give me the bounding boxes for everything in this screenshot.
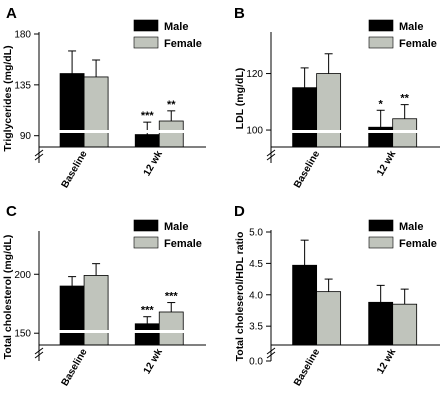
axis-break-band	[40, 130, 206, 133]
panel-letter-a: A	[6, 5, 17, 22]
panel-letter-d: D	[234, 203, 245, 220]
legend-label-male: Male	[399, 21, 423, 33]
y-tick-label: 120	[246, 69, 263, 80]
y-break-mark	[266, 351, 276, 359]
bar-male-0	[292, 87, 318, 148]
category-label: Baseline	[60, 149, 90, 191]
legend-swatch-male	[133, 219, 159, 232]
y-axis-title: LDL (mg/dL)	[234, 68, 246, 130]
axis-break-band	[272, 130, 440, 133]
y-break-mark	[34, 347, 44, 355]
y-break-mark	[34, 351, 44, 359]
y-break-mark	[266, 149, 276, 157]
bar-female-1	[158, 120, 184, 148]
significance-label: ***	[165, 291, 179, 303]
y-axis-title: Total cholesterol (mg/dL)	[2, 235, 14, 360]
category-label: 12 wk	[142, 149, 165, 178]
legend-swatch-female	[133, 236, 159, 249]
legend-swatch-female	[133, 36, 159, 49]
bar-female-1	[392, 303, 418, 346]
y-axis-title: Triglycerides (mg/dL)	[2, 45, 14, 151]
legend-label-male: Male	[164, 21, 188, 33]
legend-label-female: Female	[164, 38, 202, 50]
legend-label-male: Male	[164, 221, 188, 233]
axis-break-band	[40, 330, 206, 333]
significance-label: ***	[141, 305, 155, 317]
legend-label-female: Female	[164, 238, 202, 250]
category-label: Baseline	[292, 149, 322, 191]
legend-label-female: Female	[399, 238, 437, 250]
legend-swatch-female	[368, 36, 394, 49]
significance-label: ***	[141, 110, 155, 122]
bar-male-0	[59, 285, 85, 346]
bar-female-0	[316, 73, 342, 148]
significance-label: **	[400, 93, 409, 105]
category-label: 12 wk	[375, 347, 398, 376]
legend-label-female: Female	[399, 38, 437, 50]
y-break-mark	[34, 149, 44, 157]
y-break-mark	[34, 153, 44, 161]
category-label: Baseline	[60, 347, 90, 389]
bar-male-0	[59, 73, 85, 148]
legend-swatch-male	[368, 19, 394, 32]
bar-male-0	[292, 264, 318, 346]
category-label: Baseline	[292, 347, 322, 389]
legend-swatch-male	[133, 19, 159, 32]
bar-female-0	[316, 291, 342, 346]
category-label: 12 wk	[375, 149, 398, 178]
y-tick-label: 150	[14, 329, 31, 340]
y-tick-label: 0.0	[249, 357, 263, 368]
y-tick-label: 3.5	[249, 322, 263, 333]
y-tick-label: 5.0	[249, 228, 263, 239]
panel-letter-c: C	[6, 203, 17, 220]
legend-swatch-male	[368, 219, 394, 232]
y-tick-label: 90	[20, 131, 32, 142]
bar-male-1	[134, 323, 160, 346]
category-label: 12 wk	[142, 347, 165, 376]
y-tick-label: 180	[14, 30, 31, 41]
legend-label-male: Male	[399, 221, 423, 233]
y-tick-label: 4.5	[249, 259, 263, 270]
y-break-mark	[266, 347, 276, 355]
significance-label: *	[379, 98, 384, 110]
y-tick-label: 135	[14, 80, 31, 91]
y-break-mark	[266, 153, 276, 161]
panel-letter-b: B	[234, 5, 245, 22]
y-tick-label: 200	[14, 270, 31, 281]
bar-female-1	[158, 311, 184, 346]
y-tick-label: 100	[246, 126, 263, 137]
legend-swatch-female	[368, 236, 394, 249]
y-tick-label: 4.0	[249, 290, 263, 301]
bar-male-1	[368, 301, 394, 346]
bar-female-0	[83, 76, 109, 148]
significance-label: **	[167, 99, 176, 111]
bar-female-0	[83, 275, 109, 346]
y-axis-title: Total choleserol/HDL ratio	[234, 232, 246, 362]
bar-male-1	[134, 134, 160, 148]
